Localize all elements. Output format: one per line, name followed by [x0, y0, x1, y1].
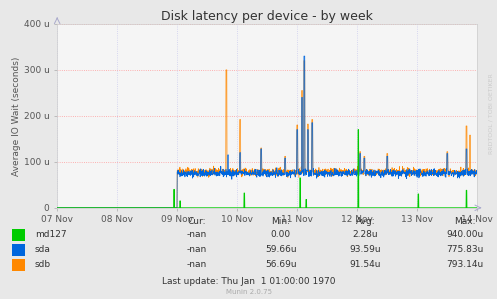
Text: 775.83u: 775.83u: [446, 245, 484, 254]
Text: Min:: Min:: [271, 217, 290, 226]
Text: -nan: -nan: [186, 245, 206, 254]
Text: Avg:: Avg:: [355, 217, 375, 226]
Text: 91.54u: 91.54u: [349, 260, 381, 269]
Text: Cur:: Cur:: [187, 217, 206, 226]
Text: 93.59u: 93.59u: [349, 245, 381, 254]
Text: Last update: Thu Jan  1 01:00:00 1970: Last update: Thu Jan 1 01:00:00 1970: [162, 277, 335, 286]
Y-axis label: Average IO Wait (seconds): Average IO Wait (seconds): [12, 56, 21, 176]
Text: 2.28u: 2.28u: [352, 230, 378, 239]
Text: -nan: -nan: [186, 260, 206, 269]
Text: RRDTOOL / TOBI OETIKER: RRDTOOL / TOBI OETIKER: [489, 73, 494, 154]
Text: Munin 2.0.75: Munin 2.0.75: [226, 289, 271, 295]
Text: 0.00: 0.00: [271, 230, 291, 239]
Text: 56.69u: 56.69u: [265, 260, 297, 269]
Text: Max:: Max:: [454, 217, 476, 226]
Title: Disk latency per device - by week: Disk latency per device - by week: [161, 10, 373, 23]
Text: 940.00u: 940.00u: [446, 230, 483, 239]
Text: sda: sda: [35, 245, 51, 254]
Text: -nan: -nan: [186, 230, 206, 239]
Text: md127: md127: [35, 230, 67, 239]
Text: 59.66u: 59.66u: [265, 245, 297, 254]
Text: sdb: sdb: [35, 260, 51, 269]
Text: 793.14u: 793.14u: [446, 260, 483, 269]
